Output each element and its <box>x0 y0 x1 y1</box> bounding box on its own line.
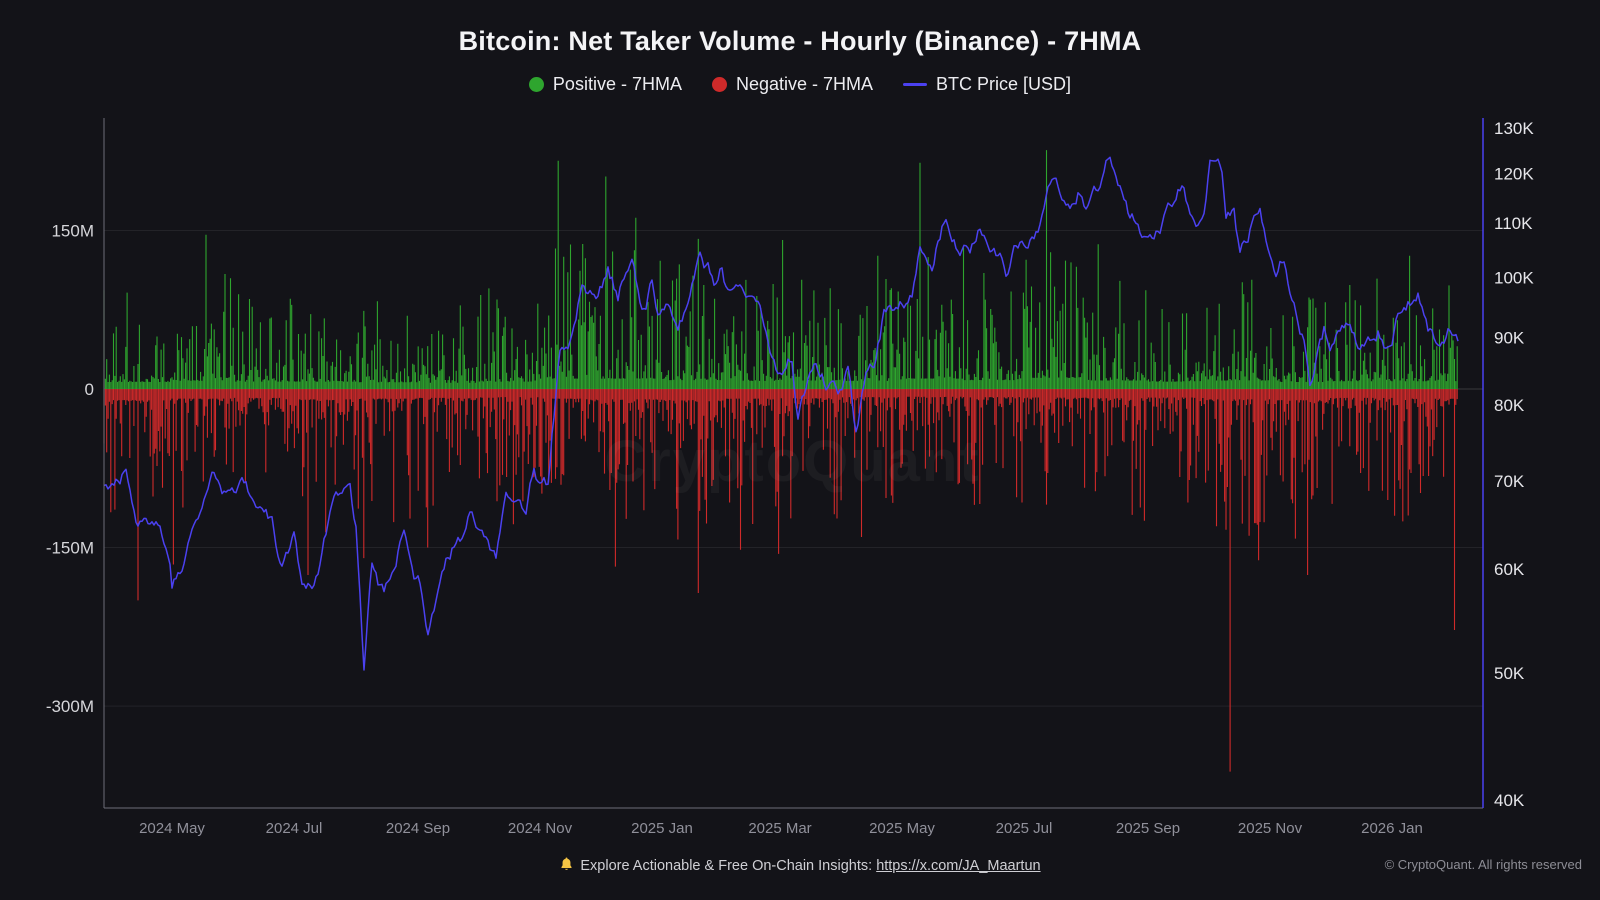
x-axis-tick-label: 2025 Jan <box>631 820 693 837</box>
legend-item-btc-price: BTC Price [USD] <box>903 74 1071 95</box>
x-axis-tick-label: 2024 May <box>139 820 205 837</box>
copyright-text: © CryptoQuant. All rights reserved <box>1384 857 1582 872</box>
right-axis-tick-label: 70K <box>1494 472 1525 491</box>
left-axis-tick-label: -300M <box>46 697 94 716</box>
x-axis-tick-label: 2024 Nov <box>508 820 573 837</box>
btc-price-line <box>103 156 1459 671</box>
x-axis-tick-label: 2025 Mar <box>748 820 811 837</box>
positive-dot-icon <box>528 77 544 92</box>
right-axis-tick-label: 120K <box>1494 165 1534 184</box>
positive-volume-bars <box>103 150 1458 389</box>
x-axis-tick-label: 2025 Nov <box>1238 820 1303 837</box>
footer-banner: Explore Actionable & Free On-Chain Insig… <box>0 856 1600 874</box>
right-axis-tick-label: 90K <box>1494 329 1525 348</box>
bell-icon <box>561 857 573 870</box>
legend-item-negative: Negative - 7HMA <box>711 74 874 95</box>
legend-label-positive: Positive - 7HMA <box>552 74 682 94</box>
x-axis-tick-label: 2024 Sep <box>386 820 450 837</box>
right-axis-tick-label: 60K <box>1494 560 1525 579</box>
negative-dot-icon <box>711 77 727 92</box>
right-axis-tick-label: 80K <box>1494 396 1525 415</box>
legend-label-btc-price: BTC Price [USD] <box>936 74 1072 94</box>
right-axis-tick-label: 110K <box>1494 214 1533 233</box>
negative-volume-bars <box>103 389 1458 772</box>
right-axis-tick-label: 100K <box>1494 269 1534 288</box>
x-axis-tick-label: 2025 May <box>869 820 935 837</box>
right-axis-tick-label: 40K <box>1494 791 1525 810</box>
legend-label-negative: Negative - 7HMA <box>735 74 874 94</box>
price-line-icon <box>903 83 928 86</box>
chart-legend: Positive - 7HMA Negative - 7HMA BTC Pric… <box>0 74 1600 95</box>
x-axis-tick-label: 2024 Jul <box>266 820 323 837</box>
x-axis-tick-label: 2025 Jul <box>996 820 1053 837</box>
footer-link[interactable]: https://x.com/JA_Maartun <box>876 858 1041 874</box>
left-axis-tick-label: -150M <box>46 539 94 558</box>
left-axis-tick-label: 150M <box>51 221 94 240</box>
x-axis-tick-label: 2025 Sep <box>1116 820 1180 837</box>
x-axis-tick-label: 2026 Jan <box>1361 820 1423 837</box>
chart-title: Bitcoin: Net Taker Volume - Hourly (Bina… <box>458 26 1142 56</box>
legend-item-positive: Positive - 7HMA <box>528 74 682 95</box>
right-axis-tick-label: 130K <box>1494 119 1534 138</box>
footer-prompt: Explore Actionable & Free On-Chain Insig… <box>580 858 873 874</box>
left-axis-tick-label: 0 <box>85 380 94 399</box>
right-axis-tick-label: 50K <box>1494 664 1525 683</box>
